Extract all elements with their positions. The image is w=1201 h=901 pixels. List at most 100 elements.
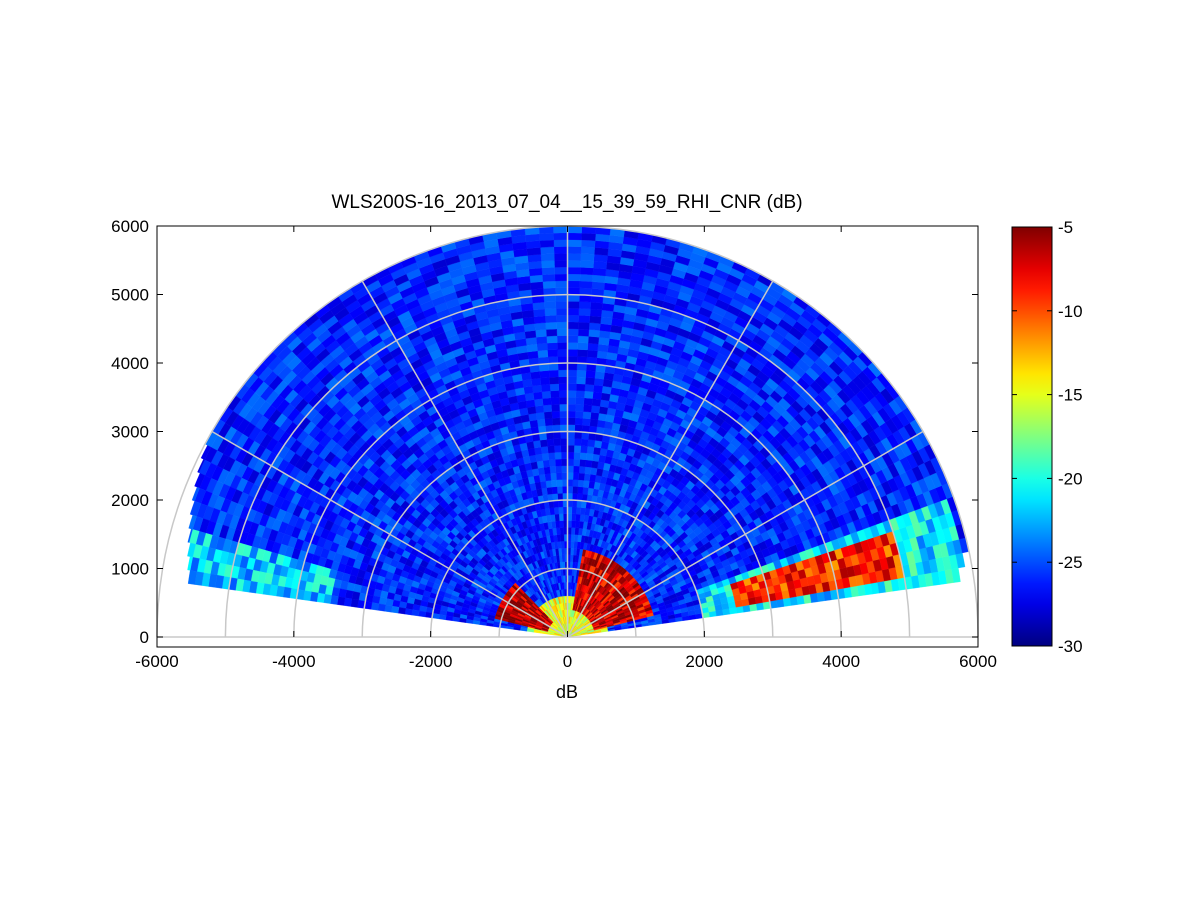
y-tick-label: 4000 bbox=[111, 354, 149, 373]
cnr-cell bbox=[583, 404, 592, 413]
cnr-cell bbox=[567, 424, 576, 432]
cnr-cell bbox=[570, 534, 575, 542]
cnr-cell bbox=[553, 225, 568, 234]
cnr-cell bbox=[567, 232, 582, 241]
cnr-cell bbox=[542, 280, 556, 289]
cnr-cell bbox=[553, 239, 568, 247]
x-tick-label: -4000 bbox=[272, 652, 315, 671]
cnr-cell bbox=[570, 541, 575, 549]
cnr-cell bbox=[559, 424, 568, 432]
cnr-cell bbox=[555, 287, 568, 295]
cnr-cell bbox=[593, 440, 603, 449]
colorbar-tick-label: -5 bbox=[1058, 218, 1073, 237]
cnr-cell bbox=[577, 328, 590, 337]
cnr-cell bbox=[544, 308, 557, 316]
cnr-cell bbox=[534, 398, 544, 407]
cnr-cell bbox=[561, 472, 568, 480]
cnr-cell bbox=[574, 534, 579, 542]
cnr-cell bbox=[587, 343, 599, 352]
cnr-cell bbox=[569, 575, 572, 583]
cnr-cell bbox=[577, 486, 584, 495]
cnr-cell bbox=[560, 451, 568, 460]
cnr-cell bbox=[572, 493, 578, 501]
cnr-cell bbox=[554, 280, 568, 289]
cnr-cell bbox=[545, 328, 558, 337]
cnr-cell bbox=[543, 466, 551, 475]
cnr-cell bbox=[554, 266, 568, 275]
cnr-cell bbox=[596, 350, 608, 360]
cnr-cell bbox=[567, 308, 580, 316]
cnr-cell bbox=[560, 445, 568, 453]
cnr-cell bbox=[535, 336, 548, 345]
cnr-cell bbox=[567, 260, 581, 268]
cnr-cell bbox=[579, 280, 593, 289]
cnr-cell bbox=[540, 384, 551, 392]
cnr-cell bbox=[528, 267, 543, 277]
cnr-cell bbox=[544, 315, 557, 323]
cnr-cell bbox=[558, 376, 568, 384]
cnr-cell bbox=[528, 412, 538, 422]
cnr-cell bbox=[576, 369, 587, 378]
cnr-cell bbox=[575, 397, 585, 405]
cnr-cell bbox=[575, 404, 584, 412]
cnr-cell bbox=[567, 246, 582, 254]
cnr-cell bbox=[567, 431, 575, 439]
cnr-cell bbox=[569, 554, 574, 562]
cnr-cell bbox=[578, 472, 585, 481]
cnr-cell bbox=[570, 527, 576, 535]
cnr-cell bbox=[532, 302, 545, 311]
cnr-cell bbox=[526, 247, 541, 256]
cnr-cell bbox=[589, 315, 602, 324]
cnr-cell bbox=[411, 609, 420, 617]
cnr-cell bbox=[547, 349, 558, 357]
cnr-cell bbox=[553, 253, 568, 261]
cnr-cell bbox=[591, 398, 601, 407]
cnr-cell bbox=[530, 371, 541, 380]
cnr-cells bbox=[187, 225, 970, 638]
cnr-cell bbox=[378, 596, 387, 606]
cnr-cell bbox=[549, 376, 559, 385]
y-tick-label: 6000 bbox=[111, 217, 149, 236]
cnr-cell bbox=[567, 328, 579, 336]
cnr-cell bbox=[573, 445, 582, 453]
cnr-cell bbox=[567, 280, 581, 289]
cnr-cell bbox=[583, 480, 590, 488]
cnr-cell bbox=[588, 329, 600, 338]
cnr-cell bbox=[551, 404, 560, 412]
cnr-cell bbox=[554, 260, 568, 268]
cnr-cell bbox=[567, 225, 582, 234]
cnr-cell bbox=[525, 240, 541, 249]
cnr-cell bbox=[550, 397, 560, 405]
cnr-cell bbox=[539, 370, 550, 379]
cnr-cell bbox=[590, 467, 598, 476]
cnr-cell bbox=[578, 315, 591, 323]
cnr-cell bbox=[593, 261, 607, 270]
cnr-cell bbox=[580, 260, 594, 269]
cnr-cell bbox=[556, 335, 568, 343]
cnr-cell bbox=[579, 267, 594, 275]
cnr-cell bbox=[527, 350, 539, 360]
cnr-cell bbox=[776, 598, 785, 608]
cnr-cell bbox=[562, 486, 568, 494]
cnr-cell bbox=[592, 453, 600, 462]
cnr-cell bbox=[536, 343, 548, 352]
cnr-cell bbox=[586, 349, 598, 358]
cnr-cell bbox=[597, 412, 607, 422]
cnr-cell bbox=[567, 335, 579, 343]
cnr-cell bbox=[580, 246, 595, 255]
cnr-cell bbox=[534, 405, 545, 414]
cnr-cell bbox=[550, 390, 560, 398]
cnr-cell bbox=[567, 287, 580, 295]
chart-title: WLS200S-16_2013_07_04__15_39_59_RHI_CNR … bbox=[331, 192, 802, 213]
cnr-cell bbox=[567, 417, 576, 425]
cnr-cell bbox=[526, 406, 537, 415]
cnr-cell bbox=[567, 410, 576, 419]
cnr-cell bbox=[567, 239, 582, 247]
cnr-cell bbox=[553, 246, 568, 254]
cnr-cell bbox=[541, 390, 551, 399]
cnr-cell bbox=[567, 403, 576, 412]
cnr-cell bbox=[573, 541, 578, 549]
cnr-cell bbox=[561, 479, 568, 487]
cnr-cell bbox=[574, 438, 582, 446]
